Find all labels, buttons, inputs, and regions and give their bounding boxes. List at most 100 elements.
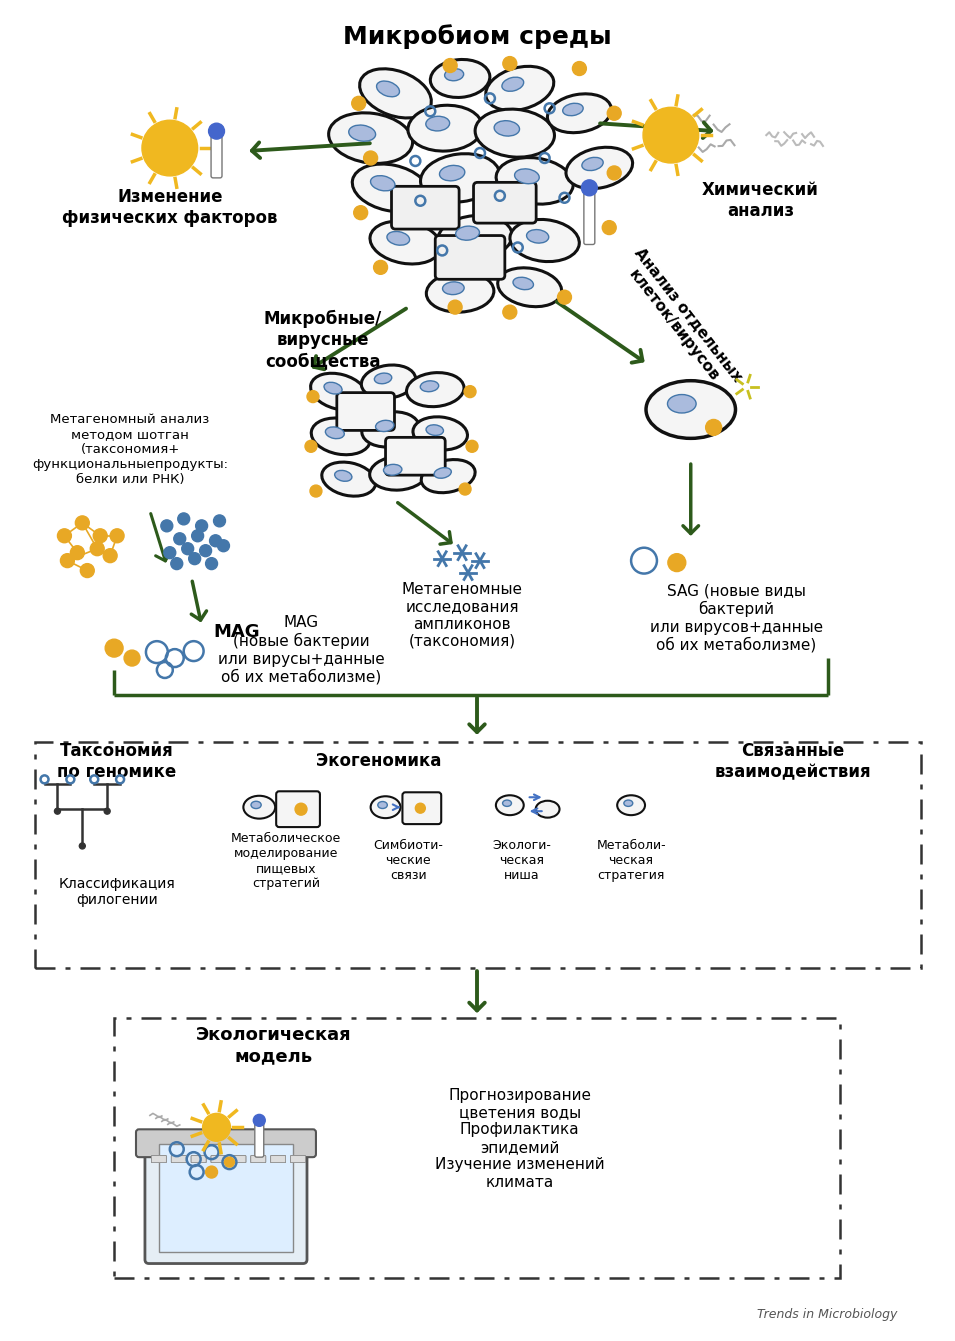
FancyBboxPatch shape <box>171 1156 186 1163</box>
Text: Микробные/
вирусные
сообщества: Микробные/ вирусные сообщества <box>264 310 382 370</box>
FancyBboxPatch shape <box>231 1156 245 1163</box>
Ellipse shape <box>310 373 367 410</box>
Circle shape <box>60 554 74 567</box>
Text: Метагеномный анализ
методом шотган
(таксономия+
функциональныепродукты:
белки ил: Метагеномный анализ методом шотган (такс… <box>32 413 228 485</box>
Text: Микробиом среды: Микробиом среды <box>343 24 611 50</box>
Ellipse shape <box>413 417 467 451</box>
Ellipse shape <box>251 802 261 809</box>
Circle shape <box>466 440 478 452</box>
Text: Метагеномные
исследования
ампликонов
(таксономия): Метагеномные исследования ампликонов (та… <box>402 582 522 649</box>
Circle shape <box>200 544 212 557</box>
Ellipse shape <box>562 103 584 115</box>
Text: Химический
анализ: Химический анализ <box>702 181 818 220</box>
Ellipse shape <box>498 268 562 307</box>
Circle shape <box>607 106 621 121</box>
Ellipse shape <box>624 801 633 806</box>
FancyBboxPatch shape <box>171 1156 186 1163</box>
FancyBboxPatch shape <box>386 437 445 475</box>
Text: Связанные
взаимодействия: Связанные взаимодействия <box>715 742 872 780</box>
Ellipse shape <box>420 154 499 202</box>
Circle shape <box>110 528 124 543</box>
Bar <box>115 1018 839 1278</box>
Circle shape <box>94 528 107 543</box>
FancyBboxPatch shape <box>251 1156 265 1163</box>
FancyBboxPatch shape <box>276 791 320 827</box>
Ellipse shape <box>420 381 438 392</box>
Ellipse shape <box>510 220 580 261</box>
Ellipse shape <box>437 216 512 260</box>
Circle shape <box>706 420 722 436</box>
Ellipse shape <box>582 157 604 170</box>
Ellipse shape <box>426 117 450 131</box>
Circle shape <box>607 166 621 180</box>
Text: Экогеномика: Экогеномика <box>316 752 441 771</box>
Ellipse shape <box>646 381 735 439</box>
Text: Trends in Microbiology: Trends in Microbiology <box>757 1309 898 1321</box>
Ellipse shape <box>362 412 419 447</box>
Ellipse shape <box>324 382 342 394</box>
Ellipse shape <box>352 164 429 212</box>
Circle shape <box>164 547 176 559</box>
FancyBboxPatch shape <box>211 1156 226 1163</box>
Ellipse shape <box>387 232 410 245</box>
Ellipse shape <box>326 426 345 439</box>
Ellipse shape <box>329 113 413 164</box>
FancyBboxPatch shape <box>251 1156 265 1163</box>
Circle shape <box>71 546 84 559</box>
Ellipse shape <box>456 227 479 240</box>
FancyBboxPatch shape <box>211 1156 226 1163</box>
Ellipse shape <box>421 460 476 492</box>
Circle shape <box>171 558 182 570</box>
Circle shape <box>351 97 366 110</box>
Circle shape <box>208 123 224 139</box>
Circle shape <box>415 803 425 813</box>
FancyBboxPatch shape <box>584 186 595 244</box>
Circle shape <box>353 205 368 220</box>
Circle shape <box>189 552 201 565</box>
Ellipse shape <box>439 165 465 181</box>
FancyBboxPatch shape <box>290 1156 306 1163</box>
Ellipse shape <box>334 471 351 481</box>
Circle shape <box>572 62 586 75</box>
Text: Изменение
физических факторов: Изменение физических факторов <box>62 188 278 227</box>
Ellipse shape <box>361 365 415 398</box>
Circle shape <box>174 532 185 544</box>
Circle shape <box>503 56 517 71</box>
Text: Экологическая
модель: Экологическая модель <box>196 1026 351 1065</box>
FancyBboxPatch shape <box>402 793 441 825</box>
Circle shape <box>124 650 140 666</box>
FancyBboxPatch shape <box>290 1156 306 1163</box>
Circle shape <box>305 440 317 452</box>
Ellipse shape <box>513 278 534 290</box>
Text: Анализ отдельных
клеток/вирусов: Анализ отдельных клеток/вирусов <box>617 245 745 396</box>
FancyBboxPatch shape <box>270 1156 286 1163</box>
Ellipse shape <box>668 394 696 413</box>
Circle shape <box>668 554 686 571</box>
Circle shape <box>558 290 571 304</box>
Circle shape <box>57 528 72 543</box>
FancyBboxPatch shape <box>211 1156 226 1163</box>
Circle shape <box>160 520 173 532</box>
FancyBboxPatch shape <box>159 1144 293 1251</box>
FancyBboxPatch shape <box>337 393 394 430</box>
Ellipse shape <box>526 229 549 243</box>
Circle shape <box>448 300 462 314</box>
Circle shape <box>209 535 222 547</box>
Ellipse shape <box>375 420 393 432</box>
Ellipse shape <box>426 425 443 436</box>
Ellipse shape <box>496 795 523 815</box>
Ellipse shape <box>547 94 611 133</box>
Circle shape <box>295 803 307 815</box>
Circle shape <box>54 809 60 814</box>
Ellipse shape <box>536 801 560 818</box>
Circle shape <box>202 1113 230 1141</box>
Ellipse shape <box>475 109 555 157</box>
Ellipse shape <box>486 66 554 110</box>
Ellipse shape <box>497 158 573 204</box>
Circle shape <box>503 306 517 319</box>
FancyBboxPatch shape <box>435 236 505 279</box>
FancyBboxPatch shape <box>392 186 459 229</box>
Bar <box>34 742 922 968</box>
Ellipse shape <box>360 68 432 118</box>
Ellipse shape <box>244 795 275 818</box>
